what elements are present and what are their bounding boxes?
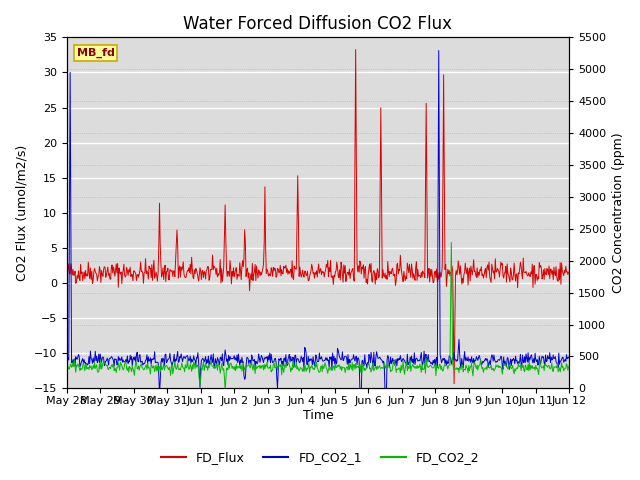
- Text: MB_fd: MB_fd: [77, 48, 115, 58]
- Y-axis label: CO2 Concentration (ppm): CO2 Concentration (ppm): [612, 132, 625, 293]
- Title: Water Forced Diffusion CO2 Flux: Water Forced Diffusion CO2 Flux: [184, 15, 452, 33]
- Legend: FD_Flux, FD_CO2_1, FD_CO2_2: FD_Flux, FD_CO2_1, FD_CO2_2: [156, 446, 484, 469]
- Y-axis label: CO2 Flux (umol/m2/s): CO2 Flux (umol/m2/s): [15, 145, 28, 281]
- X-axis label: Time: Time: [303, 409, 333, 422]
